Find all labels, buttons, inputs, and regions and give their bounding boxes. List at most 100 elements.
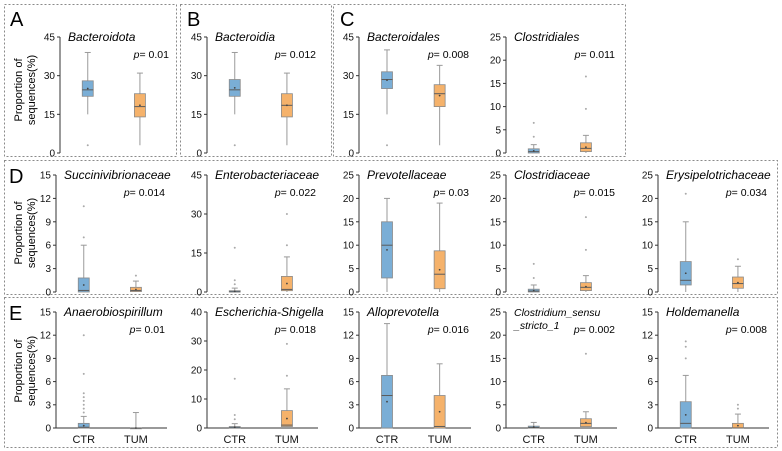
box-tum bbox=[130, 274, 142, 293]
subplot-9: 0 5 10 15 20 25 Erysipelotrichaceae p= 0.034 bbox=[642, 168, 771, 299]
mean-marker bbox=[286, 282, 288, 285]
y-tick-label: 30 bbox=[44, 71, 56, 82]
y-tick-label: 0 bbox=[647, 288, 653, 299]
outlier-point bbox=[736, 407, 739, 410]
mean-marker bbox=[386, 400, 388, 403]
box-tum bbox=[580, 216, 592, 292]
panel-frame-5 bbox=[4, 297, 778, 448]
box-ctr bbox=[679, 192, 692, 292]
x-tick-label: TUM bbox=[726, 434, 750, 446]
p-symbol: p bbox=[123, 187, 130, 199]
y-tick-label: 3 bbox=[45, 264, 51, 275]
subplot-title: Clostridiales bbox=[514, 30, 579, 44]
subplot-title: Anaerobiospirillum bbox=[63, 305, 163, 319]
y-tick-label: 5 bbox=[495, 400, 501, 411]
y-axis-label-row-3: Proportion ofsequences(%) bbox=[13, 336, 38, 406]
box-tum bbox=[433, 363, 446, 429]
p-symbol: p bbox=[725, 324, 732, 336]
y-tick-label: 0 bbox=[495, 288, 501, 299]
y-tick-label: 10 bbox=[490, 377, 502, 388]
outlier-point bbox=[82, 392, 85, 395]
y-tick-label: 5 bbox=[495, 264, 501, 275]
p-symbol: p bbox=[133, 49, 140, 61]
mean-marker bbox=[233, 426, 236, 429]
outlier-point bbox=[82, 396, 85, 399]
y-tick-label: 15 bbox=[343, 110, 355, 121]
p-value: p= 0.016 bbox=[427, 324, 469, 336]
outlier-point bbox=[584, 216, 587, 219]
mean-marker bbox=[286, 104, 288, 107]
subplot-3: 0 15 30 45 Bacteroidales p= 0.008 C bbox=[340, 9, 469, 160]
outlier-point bbox=[82, 411, 85, 414]
y-tick-label: 20 bbox=[191, 366, 203, 377]
y-axis-label-line: Proportion of bbox=[13, 339, 25, 403]
y-tick-label: 15 bbox=[44, 110, 56, 121]
outlier-point bbox=[233, 283, 236, 286]
mean-marker bbox=[82, 424, 85, 427]
y-tick-label: 15 bbox=[191, 249, 203, 260]
box-ctr bbox=[527, 421, 540, 429]
panel-frames bbox=[4, 4, 778, 448]
y-tick-label: 20 bbox=[490, 194, 502, 205]
title-line: Clostridium_sensu bbox=[514, 307, 601, 319]
outlier-point bbox=[82, 334, 85, 337]
y-tick-label: 3 bbox=[348, 400, 354, 411]
box-ctr bbox=[381, 49, 393, 147]
outlier-point bbox=[736, 403, 739, 406]
p-number: = 0.008 bbox=[732, 324, 767, 336]
box-tum bbox=[580, 352, 592, 428]
outlier-point bbox=[233, 377, 236, 380]
subplot-7: 0 5 10 15 20 25 Prevotellaceae p= 0.03 bbox=[343, 168, 469, 299]
p-number: = 0.03 bbox=[440, 187, 470, 199]
y-tick-label: 10 bbox=[490, 102, 502, 113]
x-tick-label: CTR bbox=[72, 434, 95, 446]
p-number: = 0.034 bbox=[732, 187, 767, 199]
p-number: = 0.022 bbox=[281, 187, 316, 199]
box-ctr bbox=[679, 340, 692, 429]
subplot-5: 0 3 6 9 12 15 Succinivibrionaceae p= 0.014 D bbox=[9, 166, 171, 299]
p-value: p= 0.014 bbox=[123, 187, 165, 199]
p-number: = 0.018 bbox=[281, 324, 316, 336]
y-tick-label: 10 bbox=[343, 241, 355, 252]
subplot-title: Clostridium_sensu _stricto_1 bbox=[513, 307, 601, 332]
title-line: Escherichia-Shigella bbox=[215, 305, 324, 319]
p-number: = 0.016 bbox=[434, 324, 469, 336]
mean-marker bbox=[684, 272, 687, 275]
y-tick-label: 6 bbox=[647, 377, 653, 388]
x-tick-label: CTR bbox=[674, 434, 697, 446]
x-tick-label: CTR bbox=[522, 434, 545, 446]
subplot-14: 0 3 6 9 12 15 Holdemanella p= 0.008 CTR TUM bbox=[642, 305, 769, 446]
box-tum bbox=[281, 213, 293, 292]
outlier-point bbox=[233, 144, 236, 147]
y-tick-label: 30 bbox=[191, 210, 203, 221]
y-tick-label: 20 bbox=[642, 194, 654, 205]
box-ctr bbox=[381, 197, 393, 292]
subplot-title: Escherichia-Shigella bbox=[215, 305, 324, 319]
mean-marker bbox=[135, 288, 137, 291]
y-tick-label: 40 bbox=[191, 308, 203, 319]
p-symbol: p bbox=[274, 49, 281, 61]
p-value: p= 0.01 bbox=[133, 49, 169, 61]
outlier-point bbox=[82, 236, 85, 239]
p-symbol: p bbox=[573, 324, 580, 336]
p-symbol: p bbox=[274, 187, 281, 199]
mean-marker bbox=[737, 281, 739, 284]
box-tum bbox=[732, 403, 744, 429]
p-value: p= 0.034 bbox=[725, 187, 767, 199]
outlier-point bbox=[134, 274, 137, 277]
outlier-point bbox=[233, 418, 236, 421]
p-number: = 0.01 bbox=[136, 324, 166, 336]
y-tick-label: 15 bbox=[343, 217, 355, 228]
y-tick-label: 20 bbox=[490, 56, 502, 67]
p-symbol: p bbox=[725, 187, 732, 199]
box-ctr bbox=[527, 262, 540, 293]
y-tick-label: 9 bbox=[45, 217, 51, 228]
title-line: Clostridiaceae bbox=[514, 168, 590, 182]
y-tick-label: 15 bbox=[642, 217, 654, 228]
y-tick-label: 5 bbox=[647, 264, 653, 275]
panel-letter: D bbox=[9, 166, 23, 188]
y-tick-label: 5 bbox=[495, 125, 501, 136]
outlier-point bbox=[736, 258, 739, 261]
